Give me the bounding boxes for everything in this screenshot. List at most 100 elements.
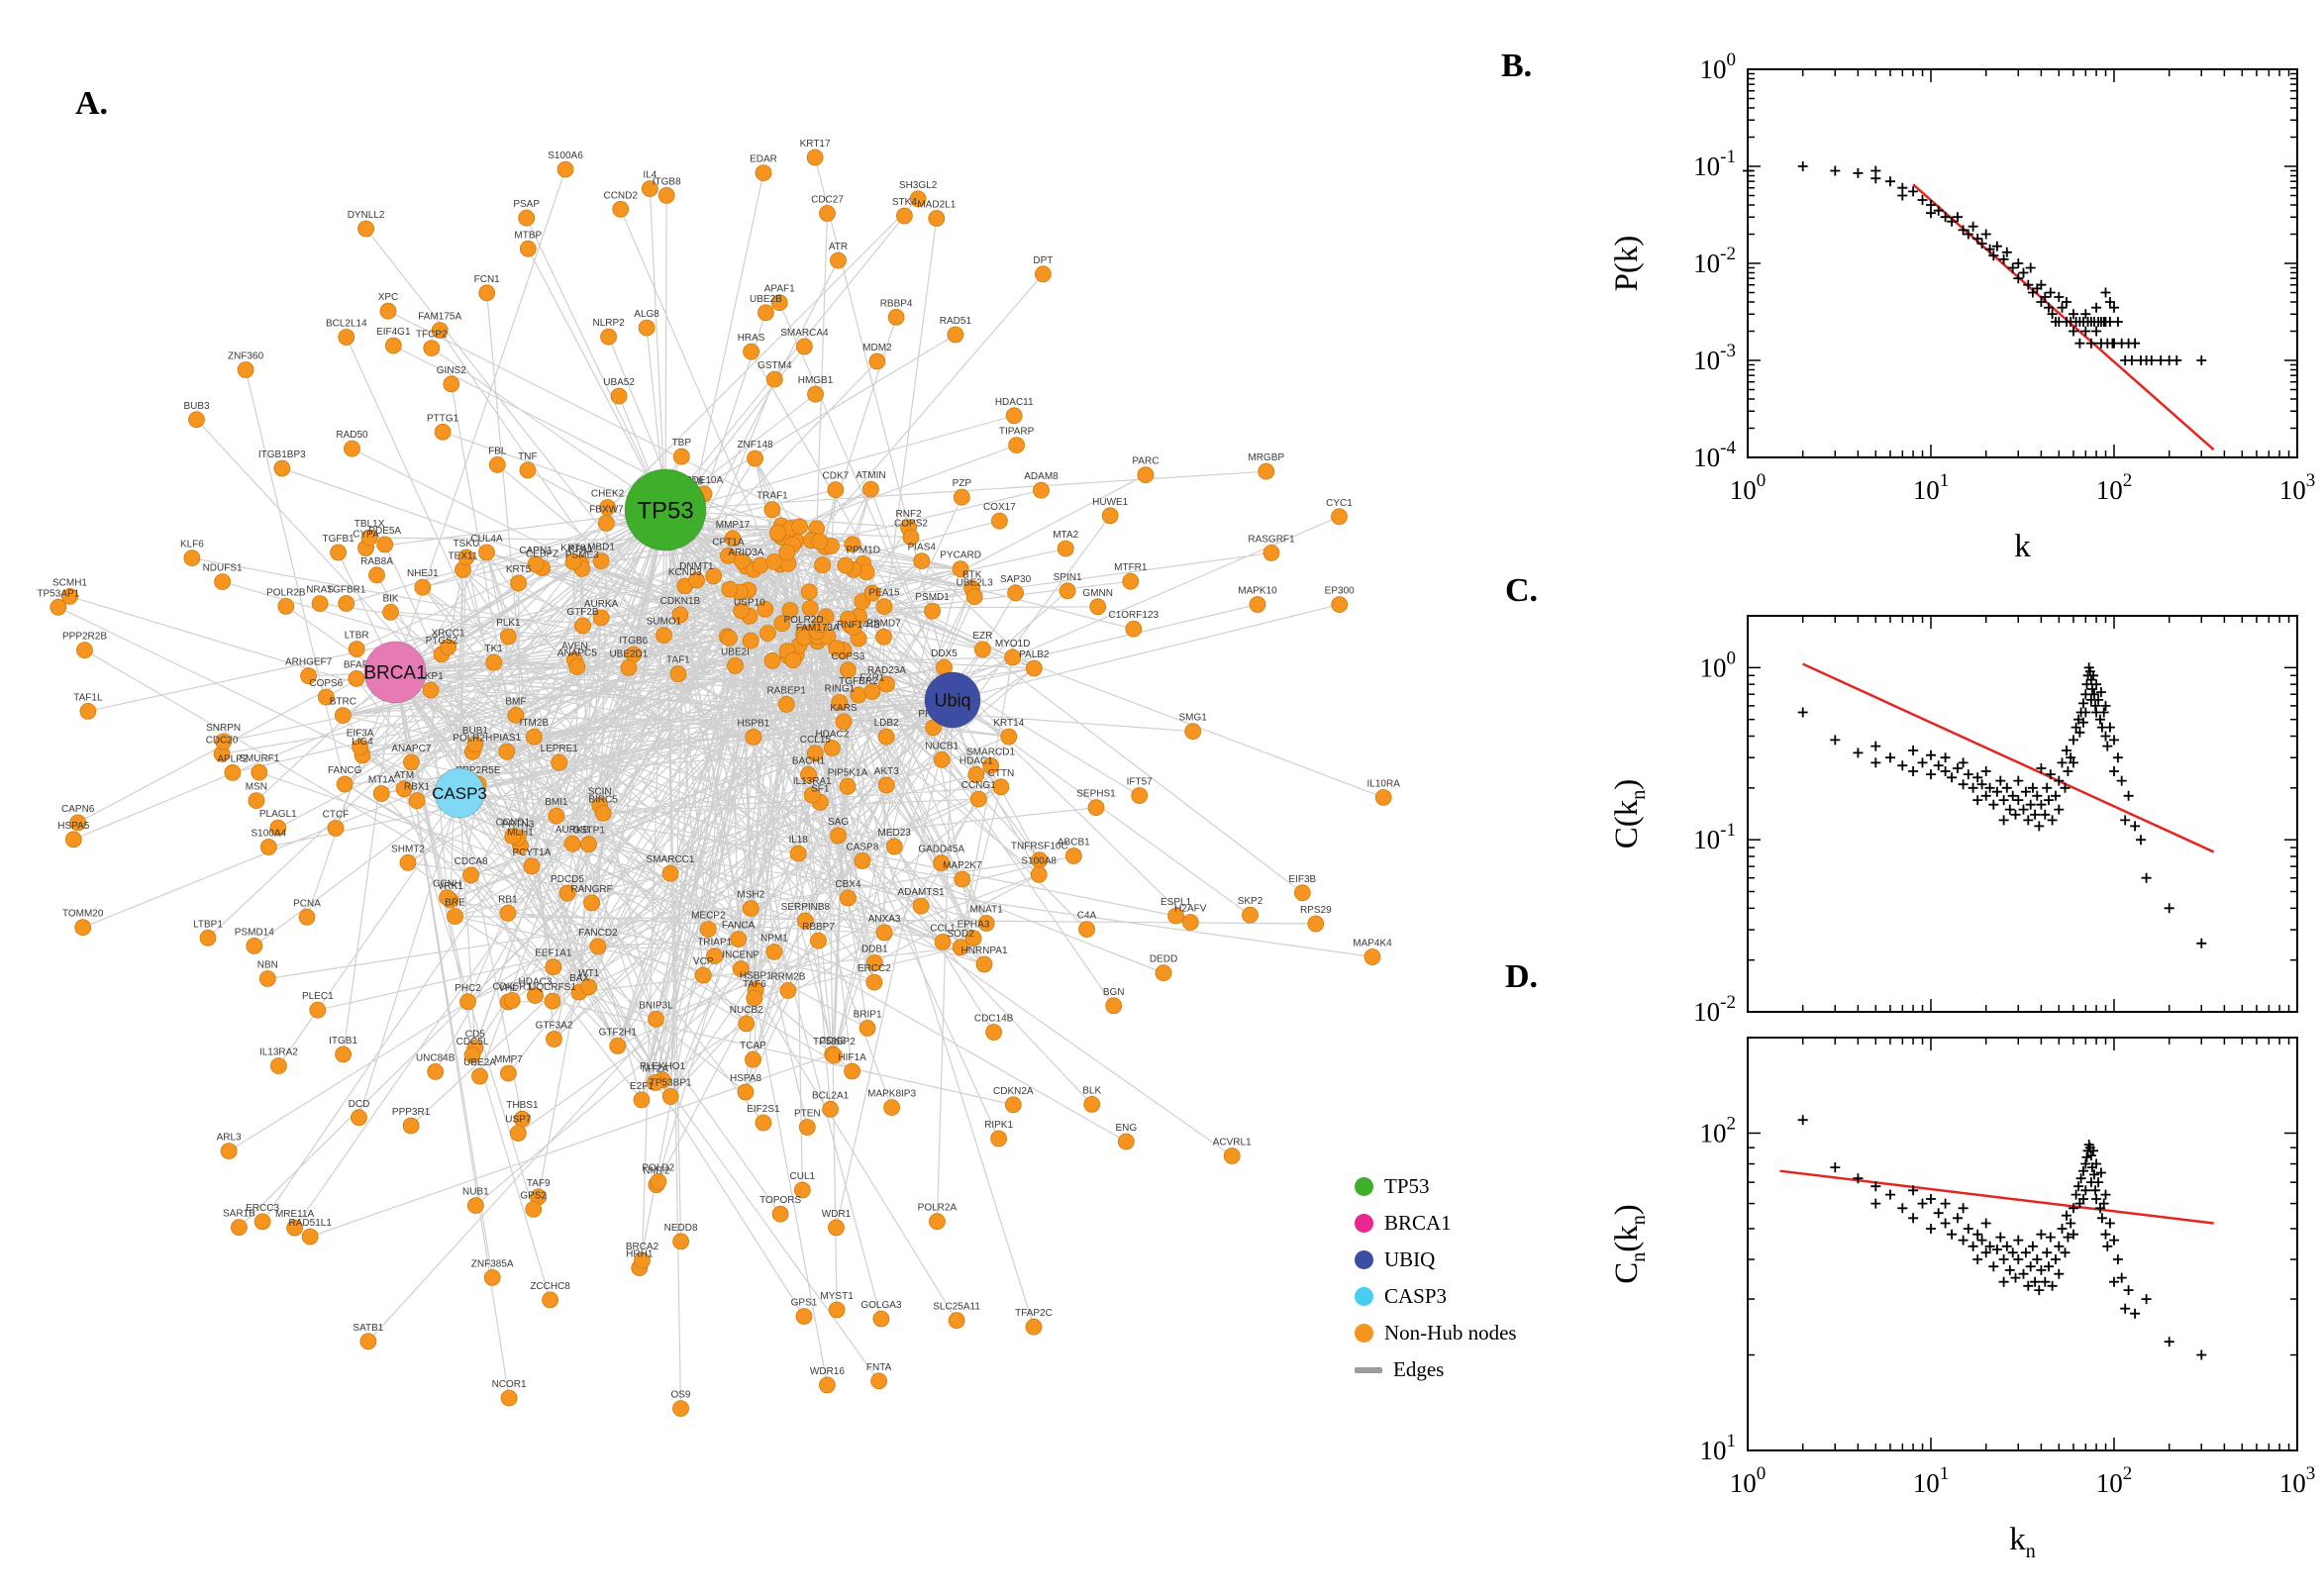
gene-node-label: HRAS	[738, 333, 765, 344]
gene-node	[781, 602, 799, 619]
gene-node	[399, 853, 417, 871]
gene-node-label: HSPA5	[57, 821, 89, 832]
gene-node-label: RNF2	[896, 509, 923, 520]
gene-node	[459, 993, 476, 1011]
gene-node-label: EPHA3	[958, 920, 990, 931]
y-axis-label: Cn(kn)	[1609, 1204, 1650, 1284]
gene-node-label: E2F1	[630, 1081, 654, 1092]
edge-swatch-icon	[1355, 1366, 1382, 1373]
gene-node	[300, 667, 318, 685]
gene-node	[863, 584, 881, 602]
gene-node	[779, 982, 797, 999]
gene-node-label: NDUFS1	[203, 563, 243, 574]
network-legend: TP53 BRCA1 UBIQ CASP3 Non-Hub nodes Edge…	[1355, 1174, 1517, 1382]
gene-node	[199, 929, 217, 947]
gene-node	[1331, 596, 1349, 613]
gene-node-label: ESPL1	[1161, 897, 1192, 908]
gene-node-label: RNF144B	[837, 620, 880, 631]
gene-node-label: PSMD14	[235, 927, 274, 938]
gene-node-label: DDX5	[931, 648, 958, 659]
gene-node-label: EZR	[972, 631, 992, 642]
gene-node-label: RIPK1	[984, 1120, 1013, 1131]
gene-node-label: CCND2	[603, 190, 638, 201]
gene-node-label: BNIP3L	[639, 1000, 673, 1011]
gene-node	[835, 713, 853, 731]
legend-item-nonhub: Non-Hub nodes	[1355, 1321, 1517, 1346]
gene-node	[273, 459, 291, 477]
gene-node-label: GADD45A	[918, 845, 964, 855]
gene-node	[335, 1046, 353, 1063]
gene-node	[840, 889, 857, 907]
gene-node	[509, 1125, 527, 1142]
gene-node-label: TAF6	[743, 979, 766, 990]
gene-node-label: XRCC1	[432, 629, 465, 640]
gene-node-label: OS9	[670, 1390, 690, 1401]
gene-node	[500, 628, 517, 646]
gene-node	[742, 900, 759, 917]
gene-node	[975, 955, 993, 973]
gene-node	[402, 1117, 420, 1135]
gene-node	[810, 932, 827, 949]
gene-node-label: MAP2K7	[943, 860, 982, 871]
gene-node	[982, 757, 999, 774]
gene-node-label: SMG1	[1179, 713, 1208, 724]
gene-node	[985, 1024, 1002, 1041]
gene-node	[74, 919, 92, 937]
gene-node	[1258, 462, 1275, 480]
gene-node	[657, 186, 675, 204]
gene-node	[336, 775, 354, 793]
gene-node-label: RING1	[825, 684, 856, 695]
gene-node	[612, 200, 630, 218]
gene-node-label: ANXA3	[868, 914, 901, 925]
gene-node-label: TIPARP	[999, 427, 1035, 438]
gene-node	[556, 160, 574, 178]
gene-node	[896, 207, 913, 225]
gene-node	[1004, 1096, 1022, 1114]
gene-node	[1364, 948, 1381, 965]
gene-node-label: PTEN	[794, 1109, 821, 1120]
gene-node	[798, 1119, 816, 1136]
gene-node	[801, 600, 819, 617]
gene-node-label: EIF2S1	[747, 1104, 780, 1115]
gene-node	[1155, 964, 1172, 982]
gene-node-label: TAF1	[666, 655, 690, 666]
gene-node	[672, 1233, 689, 1250]
gene-node	[64, 831, 82, 848]
gene-node	[298, 908, 316, 926]
gene-node-label: RBBP7	[802, 922, 835, 933]
axis-tick-label: 100	[1700, 648, 1737, 682]
gene-node	[1307, 915, 1325, 933]
gene-node	[583, 894, 600, 912]
gene-node-label: BIRC5	[588, 794, 618, 805]
gene-node-label: MAD2L1	[917, 200, 956, 211]
gene-node-label: HSPB1	[738, 718, 770, 729]
gene-node	[789, 845, 807, 862]
gene-node-label: RBX1	[404, 782, 431, 793]
gene-node	[883, 1099, 900, 1116]
gene-node	[1167, 907, 1184, 925]
gene-node	[594, 804, 612, 822]
gene-node	[471, 1067, 488, 1085]
gene-node-label: CDC14B	[974, 1014, 1014, 1025]
axis-tick-label: 103	[2279, 470, 2316, 505]
gene-node-label: UBE2D1	[609, 648, 648, 659]
chart-frame	[1747, 615, 2298, 1013]
gene-node-label: SKP2	[1238, 896, 1263, 907]
gene-node	[338, 595, 355, 612]
gene-node-label: ANAPC7	[391, 744, 431, 754]
gene-node-label: BRIP1	[854, 1009, 882, 1020]
gene-node-label: PLK1	[496, 618, 521, 629]
gene-node-label: DPT	[1033, 255, 1053, 266]
gene-node	[478, 284, 496, 302]
gene-node-label: PYCARD	[940, 550, 981, 561]
gene-node	[327, 820, 345, 837]
gene-node-label: MYO1D	[995, 639, 1031, 649]
hub-label-casp3: CASP3	[432, 784, 487, 803]
gene-node	[909, 190, 927, 208]
gene-node-label: HDAC1	[960, 755, 993, 766]
gene-node	[61, 588, 78, 605]
gene-node	[423, 340, 441, 357]
gene-node	[877, 776, 895, 794]
gene-node-label: BACH1	[792, 755, 826, 766]
gene-node	[237, 361, 254, 378]
